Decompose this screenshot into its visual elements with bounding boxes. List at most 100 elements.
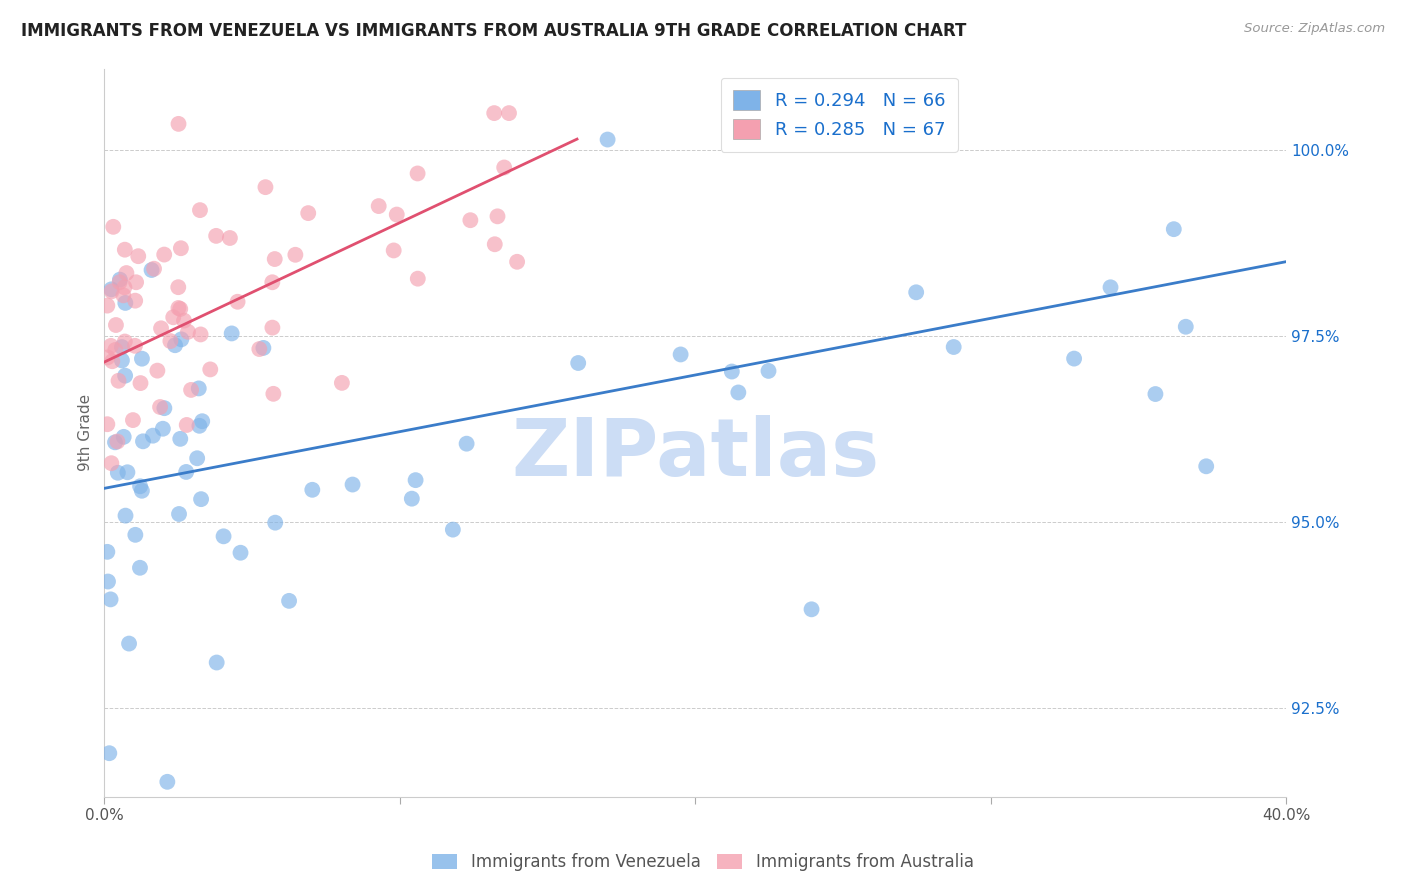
Point xyxy=(406,271,429,285)
Point xyxy=(153,401,176,416)
Point xyxy=(205,228,228,243)
Point xyxy=(170,332,193,346)
Point xyxy=(342,477,364,491)
Point xyxy=(191,414,214,428)
Point xyxy=(596,132,619,146)
Point xyxy=(122,413,145,427)
Point xyxy=(167,301,190,315)
Point xyxy=(127,249,149,263)
Y-axis label: 9th Grade: 9th Grade xyxy=(79,394,93,471)
Text: Source: ZipAtlas.com: Source: ZipAtlas.com xyxy=(1244,22,1385,36)
Point xyxy=(200,362,222,376)
Point xyxy=(1174,319,1197,334)
Point xyxy=(104,318,127,332)
Point xyxy=(188,203,211,218)
Point xyxy=(226,294,249,309)
Point xyxy=(174,465,197,479)
Point xyxy=(100,592,122,607)
Point xyxy=(114,296,136,310)
Point xyxy=(188,418,211,433)
Point xyxy=(173,313,195,327)
Point xyxy=(484,237,506,252)
Point xyxy=(114,334,136,349)
Point xyxy=(103,219,125,234)
Point xyxy=(169,301,191,316)
Point xyxy=(405,473,427,487)
Legend: R = 0.294   N = 66, R = 0.285   N = 67: R = 0.294 N = 66, R = 0.285 N = 67 xyxy=(721,78,957,152)
Point xyxy=(159,334,181,348)
Point xyxy=(114,243,136,257)
Point xyxy=(167,507,190,521)
Point xyxy=(262,275,284,289)
Point xyxy=(117,465,139,479)
Point xyxy=(190,327,212,342)
Point xyxy=(1163,222,1185,236)
Point xyxy=(382,244,405,258)
Point xyxy=(104,435,127,450)
Point xyxy=(124,339,146,353)
Point xyxy=(112,288,135,302)
Point xyxy=(101,354,124,368)
Point xyxy=(107,374,129,388)
Point xyxy=(297,206,319,220)
Point xyxy=(262,320,284,334)
Point xyxy=(114,508,136,523)
Point xyxy=(129,376,152,390)
Point xyxy=(1063,351,1085,366)
Point xyxy=(212,529,235,543)
Point xyxy=(149,400,172,414)
Legend: Immigrants from Venezuela, Immigrants from Australia: Immigrants from Venezuela, Immigrants fr… xyxy=(425,845,981,880)
Point xyxy=(96,545,118,559)
Point xyxy=(219,231,242,245)
Point xyxy=(278,594,301,608)
Point xyxy=(100,339,122,353)
Text: IMMIGRANTS FROM VENEZUELA VS IMMIGRANTS FROM AUSTRALIA 9TH GRADE CORRELATION CHA: IMMIGRANTS FROM VENEZUELA VS IMMIGRANTS … xyxy=(21,22,966,40)
Point xyxy=(98,746,121,760)
Point xyxy=(167,280,190,294)
Point xyxy=(111,353,134,368)
Point xyxy=(1195,459,1218,474)
Point xyxy=(190,492,212,507)
Point xyxy=(758,364,780,378)
Point xyxy=(118,636,141,650)
Point xyxy=(142,428,165,442)
Point xyxy=(100,285,122,299)
Point xyxy=(205,656,228,670)
Text: ZIPatlas: ZIPatlas xyxy=(510,416,879,493)
Point xyxy=(170,241,193,255)
Point xyxy=(143,261,166,276)
Point xyxy=(114,368,136,383)
Point xyxy=(141,263,163,277)
Point xyxy=(176,417,198,432)
Point xyxy=(284,248,307,262)
Point xyxy=(498,106,520,120)
Point xyxy=(125,275,148,289)
Point xyxy=(494,161,516,175)
Point xyxy=(112,430,135,444)
Point xyxy=(1144,387,1167,401)
Point xyxy=(942,340,965,354)
Point xyxy=(180,383,202,397)
Point xyxy=(96,299,118,313)
Point xyxy=(150,321,173,335)
Point xyxy=(96,351,118,365)
Point xyxy=(124,528,146,542)
Point xyxy=(406,166,429,180)
Point xyxy=(169,432,191,446)
Point xyxy=(456,436,478,450)
Point xyxy=(153,247,176,261)
Point xyxy=(104,343,127,357)
Point xyxy=(165,338,187,352)
Point xyxy=(460,213,482,227)
Point xyxy=(108,273,131,287)
Point xyxy=(132,434,155,449)
Point xyxy=(177,325,200,339)
Point xyxy=(112,280,135,294)
Point xyxy=(254,180,277,194)
Point xyxy=(401,491,423,506)
Point xyxy=(129,561,152,575)
Point xyxy=(167,117,190,131)
Point xyxy=(229,546,252,560)
Point xyxy=(262,387,284,401)
Point xyxy=(124,293,146,308)
